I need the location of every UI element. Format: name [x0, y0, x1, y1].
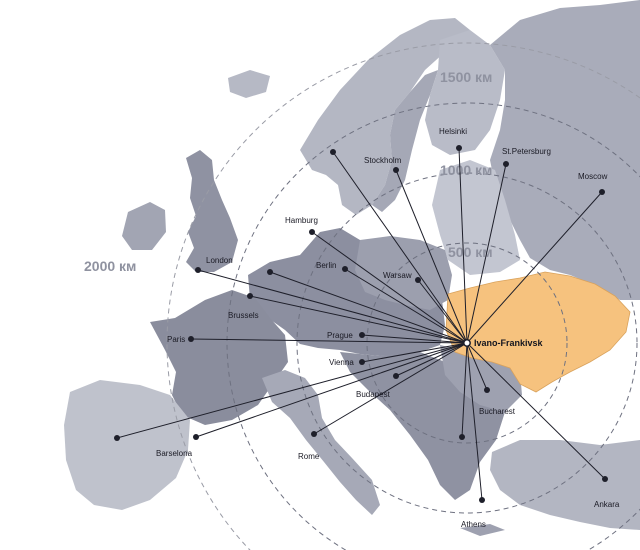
- connection-line-paris: [190, 338, 468, 344]
- ring-label-1000: 1000 км: [440, 162, 492, 178]
- connection-line-budapest: [395, 342, 468, 377]
- city-dot-stockholm: [393, 167, 399, 173]
- city-dot-rome: [311, 431, 317, 437]
- city-label-bucharest: Bucharest: [479, 407, 516, 416]
- distance-rings: [166, 42, 640, 550]
- city-dot-stockholm-west: [330, 149, 336, 155]
- city-dot-helsinki: [456, 145, 462, 151]
- connection-line-warsaw: [417, 279, 468, 344]
- ring-2000: [166, 42, 640, 550]
- connection-line-stockholm: [395, 169, 468, 344]
- city-label-moscow: Moscow: [578, 172, 608, 181]
- connection-line-berlin: [344, 268, 468, 344]
- connection-line-vienna: [361, 342, 468, 363]
- city-dot-vienna: [359, 359, 365, 365]
- connection-line-bucharest: [466, 342, 488, 391]
- city-dot-budapest: [393, 373, 399, 379]
- city-labels: Helsinki St.Petersburg Moscow Stockholm …: [156, 127, 620, 529]
- connection-line-brussels: [249, 295, 468, 344]
- connection-line-athens: [466, 342, 483, 501]
- connection-line-stockholm-west: [332, 151, 468, 344]
- city-label-berlin: Berlin: [316, 261, 336, 270]
- connection-line-amsterdam: [269, 271, 468, 344]
- land-iberia: [64, 380, 190, 510]
- city-label-ankara: Ankara: [594, 500, 620, 509]
- city-dot-prague: [359, 332, 365, 338]
- city-dot-madrid: [114, 435, 120, 441]
- connection-line-st-petersburg: [466, 163, 507, 344]
- city-label-paris: Paris: [167, 335, 185, 344]
- city-dot-london: [195, 267, 201, 273]
- city-label-brussels: Brussels: [228, 311, 259, 320]
- land-italy: [262, 370, 380, 515]
- land-iceland: [228, 70, 270, 98]
- ring-label-2000: 2000 км: [84, 258, 136, 274]
- connection-line-moscow: [466, 191, 603, 344]
- city-dot-moscow: [599, 189, 605, 195]
- city-label-barselona: Barselona: [156, 449, 193, 458]
- city-label-athens: Athens: [461, 520, 486, 529]
- city-markers: [114, 145, 608, 503]
- city-label-hamburg: Hamburg: [285, 216, 318, 225]
- land-sweden: [372, 70, 438, 212]
- city-dot-brussels: [247, 293, 253, 299]
- city-label-helsinki: Helsinki: [439, 127, 467, 136]
- city-dot-athens: [479, 497, 485, 503]
- connection-line-ankara: [466, 342, 606, 480]
- connection-line-sofia: [461, 342, 468, 438]
- city-label-budapest: Budapest: [356, 390, 391, 399]
- ring-label-500: 500 км: [448, 244, 493, 260]
- city-dot-sofia: [459, 434, 465, 440]
- city-dot-warsaw: [415, 277, 421, 283]
- land-crete: [460, 524, 505, 536]
- city-dot-berlin: [342, 266, 348, 272]
- hub-label: Ivano-Frankivsk: [474, 338, 544, 348]
- connection-line-prague: [361, 334, 468, 344]
- land-ireland: [122, 202, 166, 250]
- land-france: [150, 290, 288, 425]
- city-dot-st-petersburg: [503, 161, 509, 167]
- city-dot-paris: [188, 336, 194, 342]
- ring-1000: [296, 172, 638, 514]
- city-label-warsaw: Warsaw: [383, 271, 412, 280]
- city-dot-amsterdam: [267, 269, 273, 275]
- ring-label-1500: 1500 км: [440, 69, 492, 85]
- city-label-rome: Rome: [298, 452, 320, 461]
- city-dot-ankara: [602, 476, 608, 482]
- connection-line-helsinki: [458, 147, 468, 344]
- connection-line-hamburg: [311, 231, 468, 344]
- connection-line-barselona: [195, 342, 468, 438]
- ring-500: [366, 242, 568, 444]
- connection-line-madrid: [116, 342, 468, 439]
- connection-line-london: [197, 269, 468, 344]
- city-label-london: London: [206, 256, 233, 265]
- city-label-vienna: Vienna: [329, 358, 354, 367]
- city-label-prague: Prague: [327, 331, 353, 340]
- land-baltics-belarus: [432, 160, 520, 275]
- city-label-stockholm: Stockholm: [364, 156, 402, 165]
- land-turkey: [490, 440, 640, 530]
- connection-line-rome: [313, 342, 468, 435]
- city-dot-hamburg: [309, 229, 315, 235]
- city-dot-bucharest: [484, 387, 490, 393]
- land-russia: [490, 0, 640, 300]
- land-masses: [64, 0, 640, 536]
- city-dot-barselona: [193, 434, 199, 440]
- land-uk: [186, 150, 238, 272]
- city-label-st-petersburg: St.Petersburg: [502, 147, 551, 156]
- connection-lines: [116, 147, 606, 501]
- hub-marker: [463, 339, 471, 347]
- land-finland: [425, 30, 505, 155]
- land-poland: [355, 236, 452, 310]
- ukraine-highlight: [445, 271, 631, 393]
